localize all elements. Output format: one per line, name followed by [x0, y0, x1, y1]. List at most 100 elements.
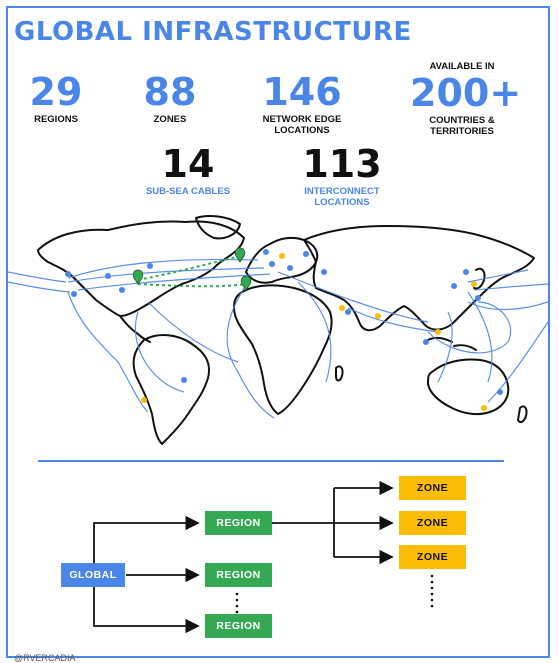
madagascar-outline — [335, 365, 344, 382]
location-dot — [141, 397, 147, 403]
location-dot — [345, 309, 351, 315]
indonesia-outline — [427, 336, 477, 351]
australia-outline — [427, 358, 510, 416]
ellipsis-dot — [430, 580, 434, 584]
location-dot — [463, 269, 469, 275]
location-dot — [481, 405, 487, 411]
greenland-outline — [195, 215, 241, 240]
pin-icon — [132, 269, 144, 285]
region-box: REGION — [205, 563, 272, 587]
stat-zones-value: 88 — [143, 70, 197, 114]
ellipsis-dot — [430, 604, 434, 608]
stat-regions: 29 REGIONS — [26, 72, 86, 125]
location-dot — [269, 261, 275, 267]
location-dot — [497, 389, 503, 395]
new-zealand-outline — [517, 405, 528, 424]
stat-interconnect-label: INTERCONNECT LOCATIONS — [304, 186, 380, 208]
location-dot — [279, 253, 285, 259]
cable-planned-2 — [137, 283, 247, 288]
cable-transpacific-1 — [8, 271, 67, 283]
cable-australia-pacific — [487, 321, 548, 403]
section-divider — [38, 460, 504, 462]
ellipsis-dot — [235, 592, 239, 596]
stat-network-edge: 146 NETWORK EDGE LOCATIONS — [252, 72, 352, 136]
stat-subsea-cables-value: 14 — [161, 142, 215, 186]
cable-transpacific-2 — [8, 281, 71, 293]
location-dot — [471, 281, 477, 287]
cable-pacific-mid — [467, 301, 548, 311]
footer-credit: @RVERCADIA — [14, 653, 76, 663]
cable-africa-east — [297, 281, 332, 383]
location-dot — [263, 249, 269, 255]
region-box: REGION — [205, 614, 272, 638]
location-dot — [71, 291, 77, 297]
stat-countries-prefix: AVAILABLE IN — [429, 61, 495, 72]
cable-asia-australia-2 — [467, 291, 493, 383]
location-dot — [181, 377, 187, 383]
stat-zones-label: ZONES — [153, 114, 187, 125]
asia-outline — [303, 225, 535, 332]
ellipsis-dot — [430, 586, 434, 590]
stat-subsea-cables-label: SUB-SEA CABLES — [145, 186, 231, 197]
stat-interconnect-value: 113 — [302, 142, 382, 186]
north-america-outline — [37, 220, 245, 317]
central-america-outline — [119, 315, 151, 343]
location-dot — [451, 283, 457, 289]
cable-transatlantic-2 — [67, 267, 265, 283]
stat-regions-label: REGIONS — [34, 114, 78, 125]
global-to-region-line — [93, 587, 200, 634]
location-dot — [423, 339, 429, 345]
stat-interconnect: 113 INTERCONNECT LOCATIONS — [292, 144, 392, 208]
ellipsis-dot — [235, 598, 239, 602]
location-dot — [105, 273, 111, 279]
map-pins — [132, 247, 252, 291]
location-dot — [339, 305, 345, 311]
stat-network-edge-label: NETWORK EDGE LOCATIONS — [262, 114, 342, 136]
location-dot — [147, 263, 153, 269]
location-dot — [475, 295, 481, 301]
stat-network-edge-value: 146 — [262, 70, 342, 114]
stat-countries-label: COUNTRIES & TERRITORIES — [429, 115, 495, 137]
global-to-region-line — [93, 515, 200, 563]
location-dot — [65, 271, 71, 277]
global-box: GLOBAL — [61, 563, 125, 587]
cable-transatlantic-1 — [67, 258, 259, 279]
region-box: REGION — [205, 511, 272, 535]
cable-americas-south — [134, 311, 185, 393]
pin-icon — [234, 247, 246, 263]
ellipsis-dot — [430, 598, 434, 602]
cable-planned-1 — [137, 255, 241, 281]
cable-na-west — [67, 291, 149, 413]
location-dot — [321, 269, 327, 275]
location-markers — [65, 249, 503, 411]
world-map — [8, 215, 548, 445]
location-dot — [435, 329, 441, 335]
ellipsis-dot — [430, 592, 434, 596]
cable-south-atlantic — [147, 301, 239, 363]
africa-outline — [233, 284, 333, 415]
stat-subsea-cables: 14 SUB-SEA CABLES — [138, 144, 238, 197]
cable-transpacific-3 — [467, 269, 529, 283]
location-dot — [375, 313, 381, 319]
cable-india-asia — [347, 307, 439, 333]
ellipsis-dot — [430, 574, 434, 578]
ellipsis-dot — [235, 610, 239, 614]
zone-box: ZONE — [399, 511, 466, 535]
zone-box: ZONE — [399, 545, 466, 569]
ellipsis-dot — [235, 604, 239, 608]
japan-outline — [473, 267, 486, 290]
cable-transatlantic-3 — [77, 273, 271, 291]
cable-europe-asia — [277, 271, 429, 323]
cable-africa-west — [226, 281, 275, 419]
south-america-outline — [132, 334, 210, 445]
page-title: GLOBAL INFRASTRUCTURE — [14, 17, 412, 47]
location-dot — [119, 287, 125, 293]
zone-box: ZONE — [399, 476, 466, 500]
stat-zones: 88 ZONES — [140, 72, 200, 125]
location-dot — [287, 265, 293, 271]
stat-regions-value: 29 — [29, 70, 83, 114]
cable-asia-loop — [427, 301, 512, 354]
pin-icon — [240, 275, 252, 291]
stat-countries-value: 200+ — [410, 71, 522, 115]
